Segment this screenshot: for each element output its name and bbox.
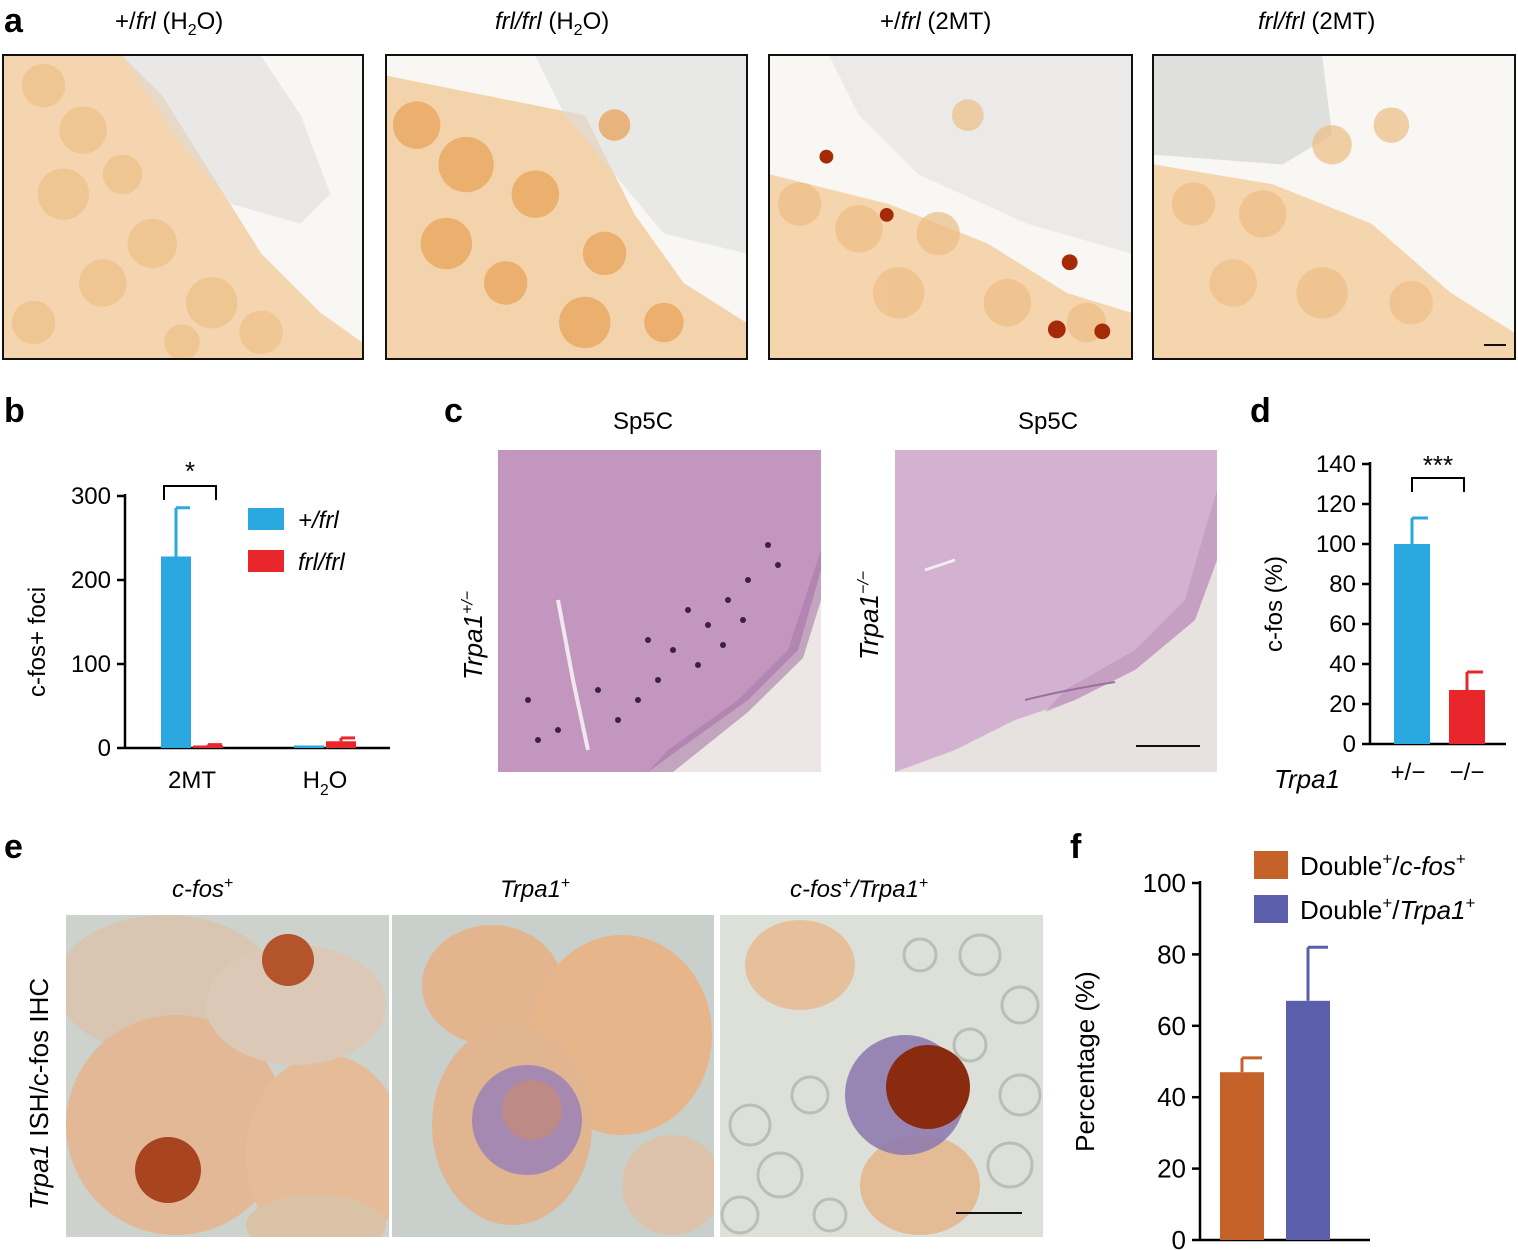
panel-label-c: c	[444, 392, 463, 430]
micrograph-a3	[768, 54, 1133, 360]
micrograph-a4	[1152, 54, 1516, 360]
panel-a-title-4: frl/frl (2MT)	[1258, 8, 1376, 35]
y-tick-label: 100	[71, 651, 111, 678]
panel-e-title-3: c-fos+/Trpa1+	[790, 875, 929, 903]
panel-a-title-1: +/frl (H2O)	[115, 8, 224, 39]
panel-a-title-2: frl/frl (H2O)	[495, 8, 610, 39]
micrograph-e2	[392, 915, 714, 1237]
y-tick-label: 100	[1316, 531, 1356, 558]
bar	[294, 745, 324, 748]
legend-label: Double+/Trpa1+	[1300, 894, 1476, 925]
micrograph-e3	[720, 915, 1043, 1237]
legend-label: frl/frl	[298, 549, 345, 576]
legend-swatch	[1254, 895, 1288, 923]
y-tick-label: 0	[1343, 731, 1356, 758]
y-axis-label: Percentage (%)	[1070, 971, 1100, 1152]
bar	[1220, 1072, 1264, 1240]
significance-marker: *	[185, 456, 195, 486]
y-tick-label: 60	[1157, 1011, 1186, 1041]
significance-marker: ***	[1423, 450, 1453, 480]
y-tick-label: 300	[71, 483, 111, 510]
significance-bracket	[1411, 477, 1465, 492]
y-tick-label: 140	[1316, 451, 1356, 478]
y-tick-label: 100	[1143, 868, 1186, 898]
panel-label-a: a	[4, 2, 23, 40]
bar	[193, 745, 223, 748]
panel-a-title-3: +/frl (2MT)	[880, 8, 992, 35]
chart-f: 0 20 40 60 80 100 Percentage (%) Double+/c-fos+…	[1070, 850, 1476, 1250]
bar	[1449, 690, 1485, 744]
y-tick-label: 80	[1329, 571, 1356, 598]
bar	[1394, 544, 1430, 744]
panel-c-side-label-2: Trpa1−/−	[854, 570, 884, 660]
panel-label-f: f	[1070, 828, 1082, 866]
scale-bar-c	[1136, 745, 1200, 747]
y-tick-label: 0	[1172, 1225, 1186, 1250]
panel-c-title-1: Sp5C	[613, 408, 674, 435]
chart-d: 0 20 40 60 80 100 120 140 c-fos (%) Trpa1 +/− −/− **…	[1261, 450, 1506, 794]
y-axis-label: c-fos+ foci	[24, 587, 51, 697]
y-tick-label: 20	[1157, 1154, 1186, 1184]
bar	[1286, 1000, 1330, 1240]
legend-swatch	[248, 550, 284, 572]
panel-c-side-label-1: Trpa1+/−	[458, 590, 488, 680]
x-tick-label: 2MT	[168, 767, 216, 794]
x-tick-label: −/−	[1450, 759, 1485, 786]
micrograph-c1	[498, 450, 821, 772]
x-tick-label: +/−	[1391, 759, 1426, 786]
legend-label: Double+/c-fos+	[1300, 850, 1466, 881]
significance-bracket	[163, 485, 217, 500]
panel-e-title-2: Trpa1+	[500, 875, 571, 903]
legend-swatch	[248, 508, 284, 530]
legend-swatch	[1254, 851, 1288, 879]
panel-label-e: e	[4, 828, 23, 866]
micrograph-a1	[2, 54, 364, 360]
panel-label-b: b	[4, 392, 25, 430]
x-axis-prefix: Trpa1	[1274, 764, 1340, 794]
y-tick-label: 120	[1316, 491, 1356, 518]
y-tick-label: 200	[71, 567, 111, 594]
bar	[161, 556, 191, 748]
y-tick-label: 0	[98, 735, 111, 762]
scale-bar-e	[956, 1212, 1022, 1214]
chart-b: 0 100 200 300 c-fos+ foci 2MT H2O * +/frl frl/frl	[24, 456, 390, 799]
panel-label-d: d	[1250, 392, 1271, 430]
legend-label: +/frl	[298, 507, 339, 534]
y-tick-label: 80	[1157, 939, 1186, 969]
panel-e-side-label: Trpa1 ISH/c-fos IHC	[24, 977, 54, 1210]
panel-c-title-2: Sp5C	[1018, 408, 1079, 435]
micrograph-c2	[895, 450, 1217, 772]
y-tick-label: 40	[1329, 651, 1356, 678]
y-tick-label: 40	[1157, 1082, 1186, 1112]
y-tick-label: 20	[1329, 691, 1356, 718]
bar	[326, 741, 356, 748]
y-tick-label: 60	[1329, 611, 1356, 638]
x-tick-label: H2O	[303, 767, 348, 799]
scale-bar	[1484, 344, 1506, 346]
y-axis-label: c-fos (%)	[1261, 556, 1288, 652]
micrograph-e1	[66, 915, 389, 1237]
panel-e-title-1: c-fos+	[172, 875, 234, 903]
micrograph-a2	[385, 54, 748, 360]
